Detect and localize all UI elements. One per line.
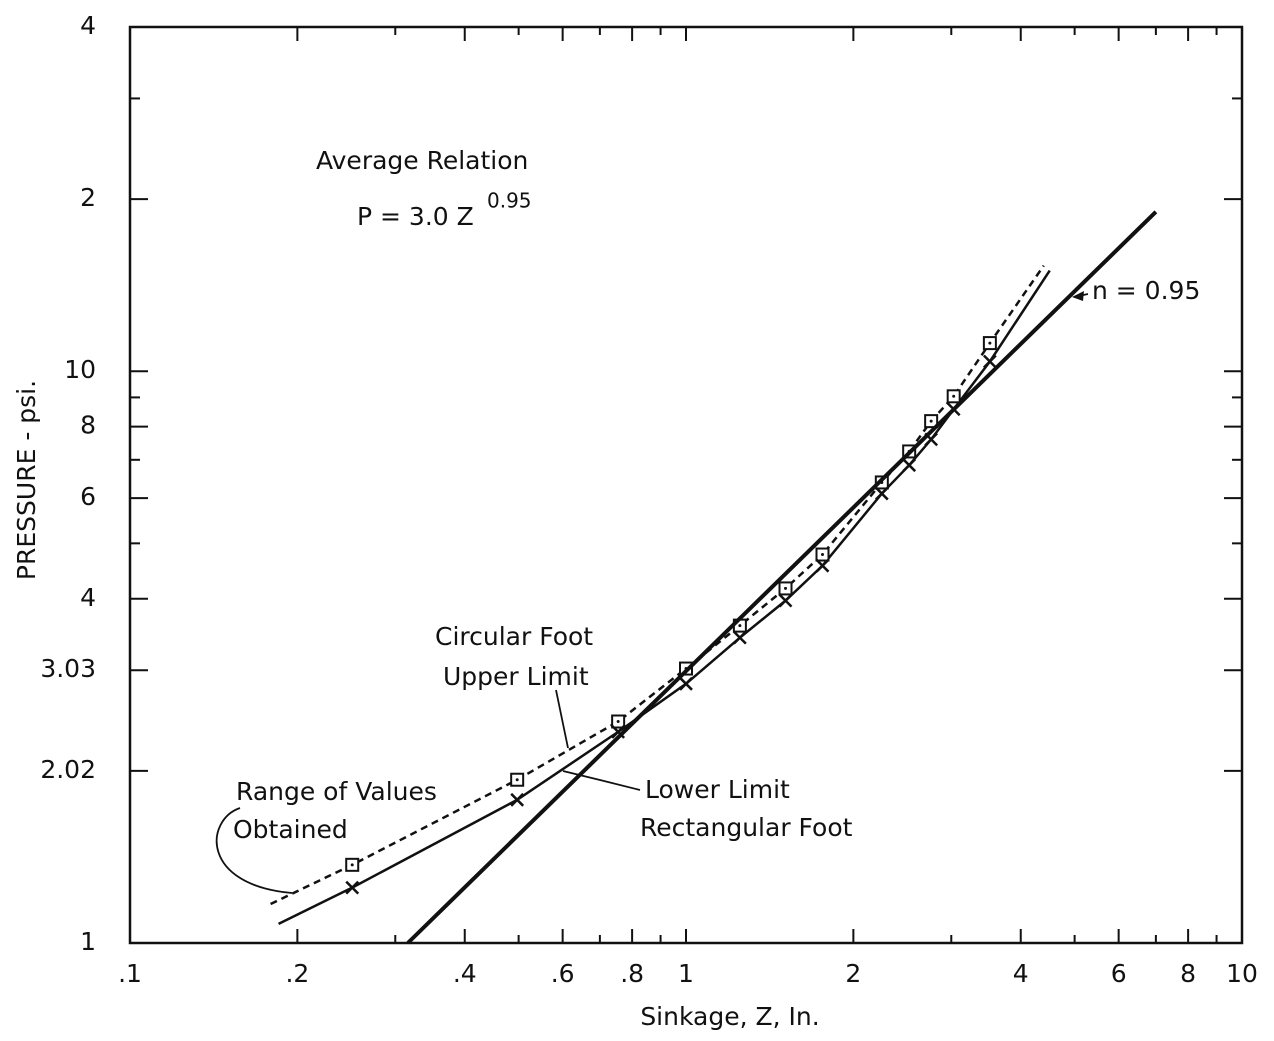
x-marker: [345, 880, 360, 895]
y-tick-label: 8: [80, 411, 96, 440]
marker-dot: [738, 624, 742, 628]
y-tick-label: 1: [80, 927, 96, 956]
marker-dot: [350, 863, 354, 867]
annotation: Lower Limit: [645, 775, 790, 804]
annotation: n = 0.95: [1092, 276, 1200, 305]
x-marker: [732, 630, 747, 645]
x-tick-label: .1: [118, 959, 142, 988]
marker-dot: [784, 586, 788, 590]
marker-dot: [929, 419, 933, 423]
marker-dot: [952, 394, 956, 398]
leader-line: [555, 689, 569, 749]
x-marker: [510, 792, 525, 807]
annotation: Circular Foot: [435, 622, 593, 651]
x-marker: [679, 676, 693, 691]
curve: [406, 210, 1158, 945]
leader-line: [562, 770, 641, 791]
x-axis-label: Sinkage, Z, In.: [640, 1002, 819, 1031]
annotation: 0.95: [487, 189, 532, 213]
curve: [270, 264, 1045, 906]
marker-dot: [821, 553, 825, 557]
marker-dot: [988, 341, 992, 345]
x-tick-label: .6: [551, 959, 575, 988]
x-tick-label: 8: [1180, 959, 1196, 988]
x-tick-label: 4: [1013, 959, 1029, 988]
y-axis-label: PRESSURE - psi.: [12, 380, 41, 580]
x-marker: [982, 354, 997, 369]
x-tick-label: 1: [678, 959, 694, 988]
x-tick-label: 10: [1226, 959, 1258, 988]
x-tick-label: 6: [1111, 959, 1127, 988]
annotation: Rectangular Foot: [640, 813, 853, 842]
x-marker: [874, 486, 889, 501]
y-tick-label: 6: [80, 482, 96, 511]
x-marker: [778, 593, 793, 608]
annotation: Range of Values: [236, 777, 437, 806]
annotation: P = 3.0 Z: [357, 202, 474, 231]
x-tick-label: .8: [620, 959, 644, 988]
x-tick-label: .2: [285, 959, 309, 988]
y-tick-label: 2.02: [40, 755, 96, 784]
marker-dot: [515, 778, 519, 782]
y-tick-label: 10: [64, 355, 96, 384]
y-tick-label: 4: [80, 583, 96, 612]
annotation: Upper Limit: [443, 662, 589, 691]
arrow-head: [1072, 291, 1084, 301]
x-marker: [815, 558, 830, 573]
y-tick-label: 4: [80, 11, 96, 40]
x-marker: [902, 458, 917, 473]
x-tick-label: .4: [453, 959, 477, 988]
annotation: Average Relation: [316, 146, 528, 175]
leader-line: [215, 807, 293, 894]
annotation: Obtained: [233, 815, 348, 844]
y-tick-label: 3.03: [40, 654, 96, 683]
marker-dot: [616, 720, 620, 724]
x-tick-label: 2: [845, 959, 861, 988]
y-tick-label: 2: [80, 183, 96, 212]
